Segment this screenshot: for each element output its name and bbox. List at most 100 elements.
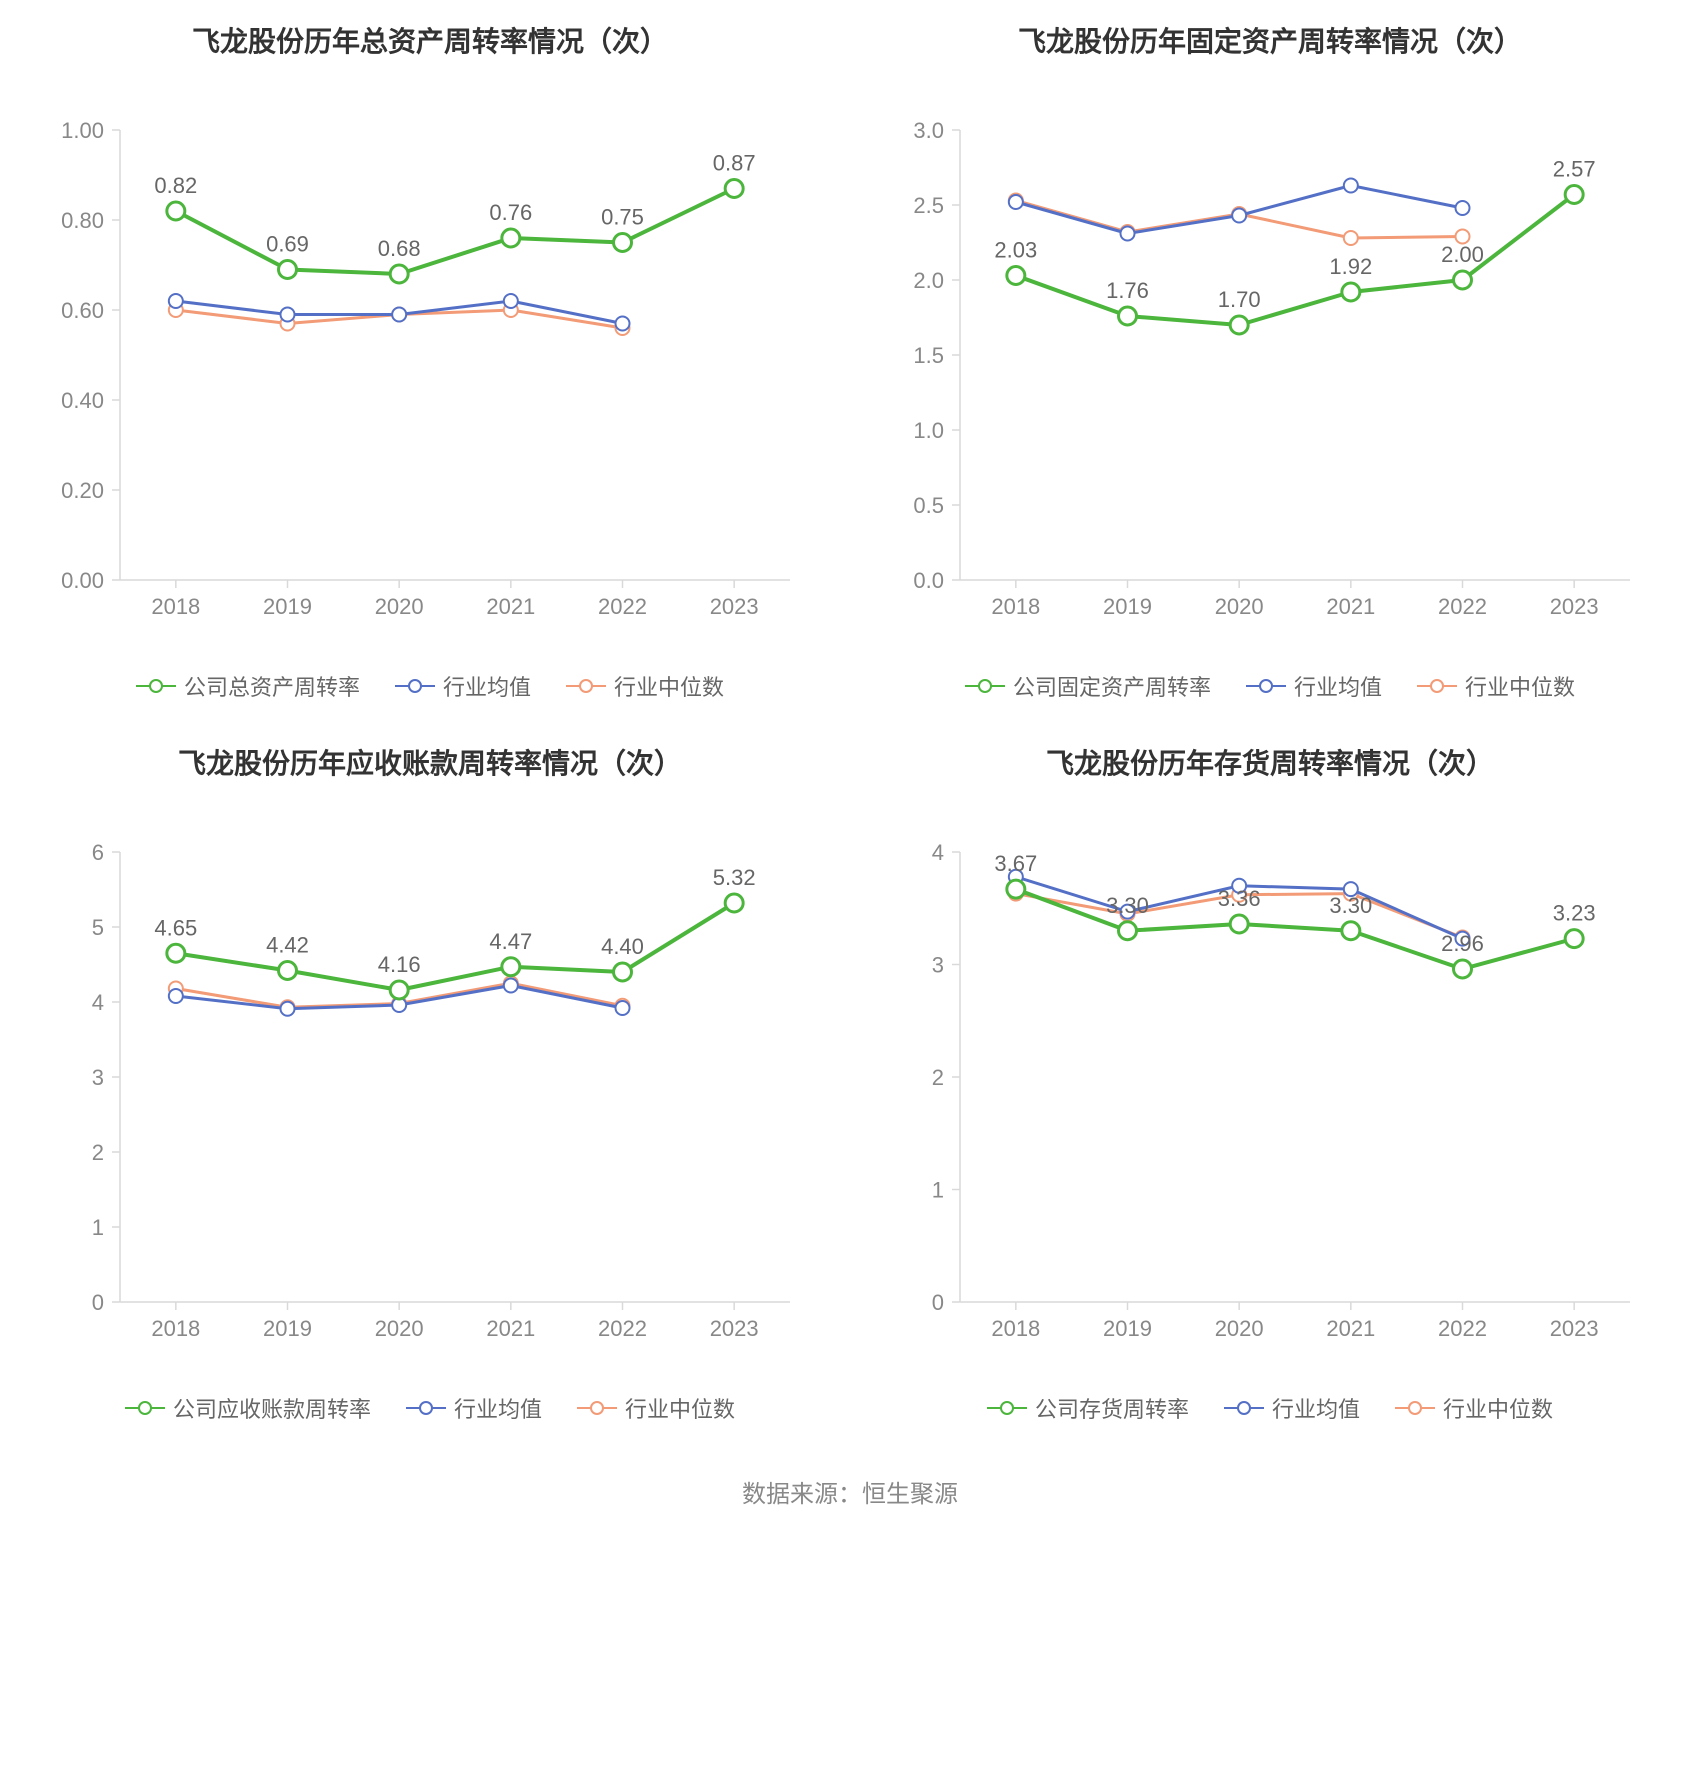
series-marker — [390, 981, 408, 999]
legend-item[interactable]: 行业中位数 — [1395, 1392, 1553, 1424]
y-tick-label: 0 — [932, 1290, 944, 1315]
series-marker — [725, 894, 743, 912]
y-tick-label: 0 — [92, 1290, 104, 1315]
legend-label: 行业中位数 — [1465, 670, 1575, 702]
series-marker — [1121, 227, 1135, 241]
x-tick-label: 2018 — [151, 594, 200, 619]
series-marker — [1230, 316, 1248, 334]
legend-swatch — [136, 677, 176, 695]
data-label: 4.16 — [378, 952, 421, 977]
y-tick-label: 2.5 — [913, 193, 944, 218]
legend-swatch — [987, 1399, 1027, 1417]
x-tick-label: 2019 — [263, 594, 312, 619]
y-tick-label: 2.0 — [913, 268, 944, 293]
legend-label: 行业中位数 — [614, 670, 724, 702]
data-label: 1.76 — [1106, 278, 1149, 303]
y-tick-label: 0.5 — [913, 493, 944, 518]
series-marker — [1009, 195, 1023, 209]
series-line — [176, 189, 734, 275]
x-tick-label: 2018 — [991, 594, 1040, 619]
y-tick-label: 0.80 — [61, 208, 104, 233]
chart-grid: 飞龙股份历年总资产周转率情况（次）0.000.200.400.600.801.0… — [40, 20, 1660, 1424]
legend-swatch — [1224, 1399, 1264, 1417]
series-marker — [616, 1001, 630, 1015]
data-label: 1.70 — [1218, 287, 1261, 312]
series-marker — [614, 234, 632, 252]
legend-label: 公司应收账款周转率 — [173, 1392, 371, 1424]
x-tick-label: 2020 — [1215, 594, 1264, 619]
series-marker — [1565, 186, 1583, 204]
chart-svg: 01234562018201920202021202220234.654.424… — [40, 812, 820, 1362]
legend-item[interactable]: 公司固定资产周转率 — [965, 670, 1211, 702]
chart-panel: 飞龙股份历年总资产周转率情况（次）0.000.200.400.600.801.0… — [40, 20, 820, 702]
data-label: 3.30 — [1106, 893, 1149, 918]
data-label: 0.87 — [713, 151, 756, 176]
series-marker — [169, 294, 183, 308]
legend-item[interactable]: 行业中位数 — [1417, 670, 1575, 702]
legend-item[interactable]: 行业均值 — [395, 670, 531, 702]
legend-swatch — [566, 677, 606, 695]
legend-item[interactable]: 公司存货周转率 — [987, 1392, 1189, 1424]
y-tick-label: 1.0 — [913, 418, 944, 443]
x-tick-label: 2023 — [710, 594, 759, 619]
legend-item[interactable]: 行业均值 — [1246, 670, 1382, 702]
legend-swatch — [125, 1399, 165, 1417]
series-marker — [1342, 922, 1360, 940]
series-line — [1016, 889, 1574, 969]
data-label: 3.30 — [1329, 893, 1372, 918]
data-label: 3.36 — [1218, 886, 1261, 911]
series-marker — [502, 229, 520, 247]
legend: 公司固定资产周转率 行业均值 行业中位数 — [880, 670, 1660, 702]
x-tick-label: 2021 — [486, 1316, 535, 1341]
data-label: 1.92 — [1329, 254, 1372, 279]
legend-swatch — [406, 1399, 446, 1417]
chart-panel: 飞龙股份历年应收账款周转率情况（次）0123456201820192020202… — [40, 742, 820, 1424]
x-tick-label: 2022 — [598, 1316, 647, 1341]
y-tick-label: 3.0 — [913, 118, 944, 143]
x-tick-label: 2020 — [375, 1316, 424, 1341]
series-marker — [1344, 231, 1358, 245]
legend-item[interactable]: 行业中位数 — [577, 1392, 735, 1424]
series-marker — [1344, 179, 1358, 193]
data-label: 0.68 — [378, 236, 421, 261]
y-tick-label: 2 — [92, 1140, 104, 1165]
series-marker — [614, 963, 632, 981]
x-tick-label: 2018 — [991, 1316, 1040, 1341]
chart-title: 飞龙股份历年应收账款周转率情况（次） — [40, 742, 820, 782]
legend-item[interactable]: 公司应收账款周转率 — [125, 1392, 371, 1424]
x-tick-label: 2019 — [1103, 594, 1152, 619]
y-tick-label: 4 — [932, 840, 944, 865]
x-tick-label: 2022 — [1438, 594, 1487, 619]
chart-svg: 0.00.51.01.52.02.53.02018201920202021202… — [880, 90, 1660, 640]
x-tick-label: 2023 — [1550, 594, 1599, 619]
legend-item[interactable]: 行业均值 — [1224, 1392, 1360, 1424]
data-label: 2.03 — [994, 238, 1037, 263]
series-line — [1016, 195, 1574, 326]
series-marker — [504, 294, 518, 308]
y-tick-label: 0.20 — [61, 478, 104, 503]
legend-label: 行业均值 — [1294, 670, 1382, 702]
legend-swatch — [1395, 1399, 1435, 1417]
legend: 公司应收账款周转率 行业均值 行业中位数 — [40, 1392, 820, 1424]
series-marker — [1119, 922, 1137, 940]
data-label: 0.76 — [489, 200, 532, 225]
x-tick-label: 2019 — [263, 1316, 312, 1341]
data-label: 4.40 — [601, 934, 644, 959]
chart-title: 飞龙股份历年固定资产周转率情况（次） — [880, 20, 1660, 60]
series-marker — [1456, 201, 1470, 215]
x-tick-label: 2019 — [1103, 1316, 1152, 1341]
legend-item[interactable]: 行业中位数 — [566, 670, 724, 702]
legend-item[interactable]: 行业均值 — [406, 1392, 542, 1424]
data-label: 2.00 — [1441, 242, 1484, 267]
series-marker — [1565, 930, 1583, 948]
series-marker — [279, 962, 297, 980]
series-marker — [1007, 267, 1025, 285]
chart-svg: 0.000.200.400.600.801.002018201920202021… — [40, 90, 820, 640]
series-marker — [392, 308, 406, 322]
legend-label: 行业均值 — [1272, 1392, 1360, 1424]
series-marker — [502, 958, 520, 976]
series-marker — [281, 308, 295, 322]
legend-item[interactable]: 公司总资产周转率 — [136, 670, 360, 702]
legend-label: 行业均值 — [454, 1392, 542, 1424]
x-tick-label: 2023 — [1550, 1316, 1599, 1341]
